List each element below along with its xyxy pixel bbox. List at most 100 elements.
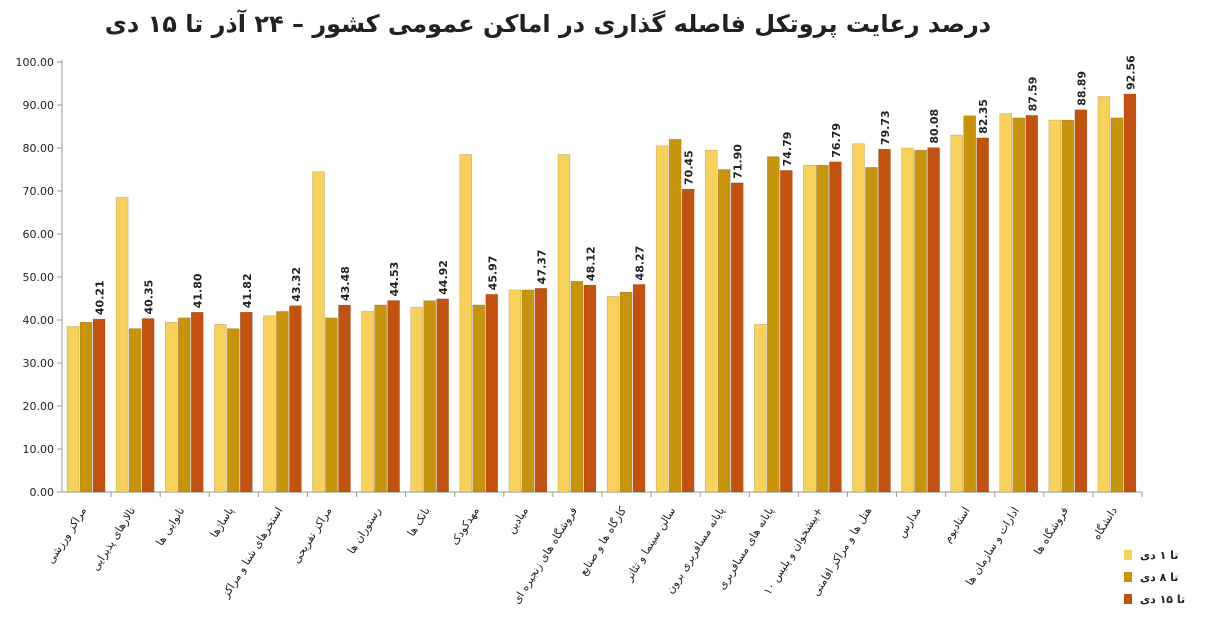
bar xyxy=(655,145,669,493)
value-label: 41.82 xyxy=(241,273,254,308)
bar xyxy=(583,284,597,493)
x-tick-label: میادین xyxy=(505,505,531,536)
x-tick-label: دانشگاه xyxy=(1090,505,1120,543)
x-tick-label: تالارهای پذیرایی xyxy=(89,505,138,573)
x-tick-label: مهدکودک xyxy=(448,505,482,548)
x-tick-label: ادارات و سازمان ها xyxy=(963,505,1022,588)
x-tick-label: مراکز ورزشی xyxy=(44,505,89,566)
y-tick-label: 90.00 xyxy=(23,99,55,112)
x-tick-label: بانک ها xyxy=(405,505,433,539)
bar xyxy=(374,304,387,493)
bar xyxy=(570,281,584,493)
value-label: 71.90 xyxy=(732,144,745,179)
value-label: 43.48 xyxy=(339,266,352,301)
bar xyxy=(1110,117,1124,493)
legend-label: تا ۱۵ دی xyxy=(1140,593,1185,606)
bar xyxy=(999,113,1013,493)
x-tick-label: فروشگاه ها xyxy=(1031,505,1070,557)
bar xyxy=(214,324,227,493)
bar xyxy=(361,311,374,493)
x-tick-label: سالن سینما و تئاتر xyxy=(622,505,678,584)
value-label: 76.79 xyxy=(830,123,843,158)
value-label: 74.79 xyxy=(781,132,794,167)
bar xyxy=(521,289,535,493)
chart-title: درصد رعایت پروتکل فاصله گذاری در اماکن ع… xyxy=(105,9,991,38)
value-label: 40.21 xyxy=(94,280,107,315)
y-tick-label: 10.00 xyxy=(23,443,55,456)
bar xyxy=(927,147,940,493)
bar xyxy=(79,321,93,493)
y-tick-label: 100.00 xyxy=(16,56,55,69)
x-tick-label: نانوایی ها xyxy=(153,505,187,548)
bar xyxy=(1097,96,1111,493)
bar xyxy=(681,188,695,493)
bar xyxy=(1061,119,1075,493)
x-tick-label: استادیوم xyxy=(941,505,973,545)
bar xyxy=(240,311,253,493)
y-tick-label: 40.00 xyxy=(23,314,55,327)
bar xyxy=(263,315,276,493)
bar xyxy=(780,170,793,493)
bar xyxy=(1074,109,1088,493)
bar xyxy=(816,164,829,493)
bar xyxy=(190,312,204,493)
bar xyxy=(704,149,718,493)
bar xyxy=(485,294,499,493)
legend-label: تا ۸ دی xyxy=(1140,571,1178,584)
bar xyxy=(1012,117,1026,493)
bar xyxy=(717,169,731,493)
bar xyxy=(976,137,989,493)
bar xyxy=(289,305,302,493)
value-label: 47.37 xyxy=(535,250,548,285)
x-tick-label: پاساژها xyxy=(208,505,237,540)
bar xyxy=(557,154,571,493)
y-tick-label: 20.00 xyxy=(23,400,55,413)
bar xyxy=(459,154,473,493)
value-label: 92.56 xyxy=(1124,55,1137,90)
x-tick-label: مدارس xyxy=(895,505,924,540)
bar xyxy=(436,298,449,493)
bar xyxy=(227,328,240,493)
y-tick-label: 30.00 xyxy=(23,357,55,370)
bar xyxy=(901,147,914,493)
bar xyxy=(950,134,963,493)
y-tick-label: 60.00 xyxy=(23,228,55,241)
value-label: 87.59 xyxy=(1026,77,1039,112)
bar xyxy=(141,318,155,493)
legend-swatch xyxy=(1124,550,1132,560)
y-tick-label: 0.00 xyxy=(30,486,55,499)
bar xyxy=(472,304,486,493)
value-label: 48.12 xyxy=(584,246,597,281)
bar xyxy=(1123,93,1137,493)
x-tick-label: کارگاه ها و صنایع xyxy=(577,504,630,578)
bar xyxy=(606,296,620,493)
y-tick-label: 50.00 xyxy=(23,271,55,284)
legend-swatch xyxy=(1124,594,1132,604)
bar xyxy=(1025,115,1039,493)
bar xyxy=(914,149,927,493)
bar xyxy=(312,171,325,493)
bar xyxy=(803,164,816,493)
value-label: 88.89 xyxy=(1075,71,1088,106)
value-label: 70.45 xyxy=(683,150,696,185)
y-tick-label: 80.00 xyxy=(23,142,55,155)
value-label: 48.27 xyxy=(634,246,647,281)
bar xyxy=(410,306,423,493)
bar xyxy=(276,311,289,493)
bar xyxy=(164,321,178,493)
bar xyxy=(115,197,129,493)
value-label: 79.73 xyxy=(879,110,892,145)
legend-label: تا ۱ دی xyxy=(1140,549,1178,562)
value-label: 41.80 xyxy=(192,273,205,308)
value-label: 43.32 xyxy=(290,267,303,302)
bar xyxy=(619,291,633,493)
value-label: 80.08 xyxy=(928,109,941,144)
bar xyxy=(325,317,338,493)
bar xyxy=(423,300,436,493)
bar xyxy=(387,300,400,493)
bar xyxy=(878,148,891,493)
bar xyxy=(338,304,351,493)
bar xyxy=(963,115,976,493)
bar xyxy=(66,326,80,493)
